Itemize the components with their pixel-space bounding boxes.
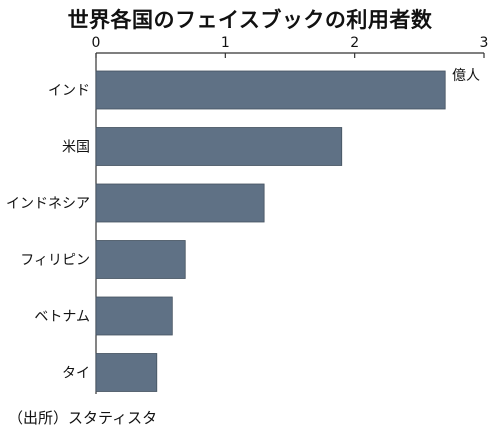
bar (95, 296, 173, 336)
bar (95, 240, 186, 279)
source-note: （出所）スタティスタ (8, 409, 158, 427)
x-tick-label: 3 (480, 35, 489, 51)
category-label: ベトナム (34, 309, 90, 325)
x-tick-label: 2 (350, 35, 359, 51)
bar (95, 183, 265, 223)
category-label: インド (48, 83, 90, 99)
bar (95, 70, 446, 110)
category-label: 米国 (62, 140, 90, 156)
bar (95, 353, 158, 392)
category-label: フィリピン (20, 253, 90, 269)
x-axis: 0 1 2 3 (92, 35, 489, 394)
chart-title: 世界各国のフェイスブックの利用者数 (67, 8, 433, 32)
x-tick-label: 0 (92, 35, 101, 51)
x-tick-label: 1 (221, 35, 230, 51)
category-label: タイ (62, 366, 90, 382)
unit-label: 億人 (452, 68, 480, 84)
bar (95, 127, 343, 166)
category-label: インドネシア (6, 196, 90, 212)
bars (95, 70, 446, 392)
